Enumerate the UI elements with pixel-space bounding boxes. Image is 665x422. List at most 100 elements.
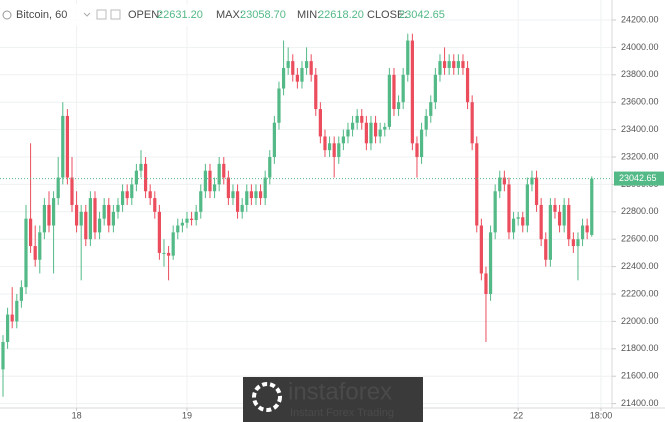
candle-body — [580, 225, 585, 240]
y-tick-label: 21400.00 — [621, 398, 659, 408]
toggle-icon[interactable] — [110, 9, 121, 20]
candle-body — [93, 198, 97, 233]
candle-body — [406, 40, 410, 75]
candle-body — [498, 177, 502, 192]
candle-body — [332, 143, 336, 158]
candle-body — [304, 61, 309, 68]
candle-body — [401, 74, 405, 103]
candle-body — [125, 191, 129, 199]
candle-body — [139, 163, 143, 171]
candle-body — [203, 170, 207, 192]
candle-body — [70, 177, 74, 205]
candle-body — [56, 177, 60, 199]
candle-body — [143, 163, 148, 192]
candle-body — [268, 157, 272, 178]
candle-body — [318, 109, 322, 137]
candle-body — [553, 204, 557, 212]
watermark: instaforex Instant Forex Trading — [243, 377, 423, 422]
candle-body — [88, 198, 92, 240]
candle-body — [419, 129, 424, 158]
candle-body — [74, 204, 79, 226]
ohlc-value: 22618.20 — [318, 9, 364, 21]
candle-body — [162, 252, 166, 254]
x-tick-label: 19 — [182, 410, 192, 420]
candle-body — [291, 61, 295, 75]
candle-body — [102, 204, 106, 219]
candle-body — [19, 287, 23, 301]
candle-body — [539, 204, 543, 240]
candle-body — [590, 178, 594, 235]
candle-body — [194, 211, 198, 221]
candle-body — [263, 177, 267, 199]
candle-body — [33, 246, 37, 260]
y-tick-label: 23800.00 — [621, 69, 659, 79]
ohlc-name: OPEN: — [128, 9, 162, 21]
candle-body — [337, 143, 341, 158]
candles — [0, 33, 612, 397]
candle-body — [111, 211, 115, 226]
candle-body — [396, 102, 401, 110]
candle-body — [346, 129, 350, 137]
candle-body — [544, 239, 548, 260]
y-tick-label: 24000.00 — [621, 42, 659, 52]
candle-body — [65, 115, 69, 178]
candle-body — [493, 191, 497, 233]
candle-body — [378, 129, 382, 137]
candle-body — [97, 218, 102, 233]
candle-body — [157, 211, 161, 253]
ohlc-name: MAX: — [216, 9, 243, 21]
candle-body — [383, 126, 387, 130]
candle-body — [470, 102, 474, 144]
candle-body — [350, 122, 355, 130]
candle-body — [392, 74, 396, 110]
candle-body — [484, 273, 488, 295]
last-price-label: 23042.65 — [619, 173, 657, 183]
candle-body — [300, 67, 304, 82]
candle-body — [153, 198, 157, 212]
y-tick-label: 22400.00 — [621, 261, 659, 271]
candle-body — [548, 204, 552, 260]
candle-body — [323, 136, 327, 151]
candle-body — [79, 211, 83, 226]
y-tick-label: 23400.00 — [621, 124, 659, 134]
candle-body — [254, 191, 258, 199]
candle-body — [465, 67, 470, 103]
header-bg — [0, 4, 435, 26]
candle-body — [525, 184, 529, 226]
candle-body — [134, 170, 138, 185]
candle-body — [373, 122, 378, 137]
x-tick-label: 22 — [513, 410, 523, 420]
y-tick-label: 22800.00 — [621, 206, 659, 216]
candle-body — [61, 115, 65, 178]
candle-body — [461, 61, 465, 68]
candle-body — [189, 218, 194, 221]
axes: 21400.00 21600.00 21800.00 22000.00 22200.00… — [72, 14, 664, 420]
dropdown-icon[interactable] — [83, 12, 91, 17]
y-tick-label: 23600.00 — [621, 97, 659, 107]
candle-body — [360, 115, 364, 123]
toggle-icon[interactable] — [96, 9, 107, 20]
candle-body — [272, 122, 276, 158]
candle-body — [452, 61, 456, 68]
candle-body — [226, 177, 230, 199]
candle-body — [130, 184, 134, 199]
ohlc-name: CLOSE: — [367, 9, 407, 21]
candle-body — [28, 218, 33, 247]
candle-body — [447, 61, 451, 68]
candle-body — [475, 143, 479, 226]
candle-body — [557, 211, 562, 226]
watermark-tagline: Instant Forex Trading — [290, 407, 394, 419]
candle-body — [249, 191, 253, 199]
candle-body — [327, 143, 332, 151]
candle-body — [521, 217, 525, 226]
watermark-logo — [252, 382, 282, 412]
y-tick-label: 24200.00 — [621, 14, 659, 24]
candle-body — [281, 67, 286, 89]
y-tick-label: 21600.00 — [621, 371, 659, 381]
candle-body — [47, 204, 51, 226]
watermark-brand: instaforex — [288, 378, 392, 405]
candle-body — [24, 218, 28, 288]
candle-body — [502, 177, 506, 185]
candle-body — [1, 341, 5, 370]
